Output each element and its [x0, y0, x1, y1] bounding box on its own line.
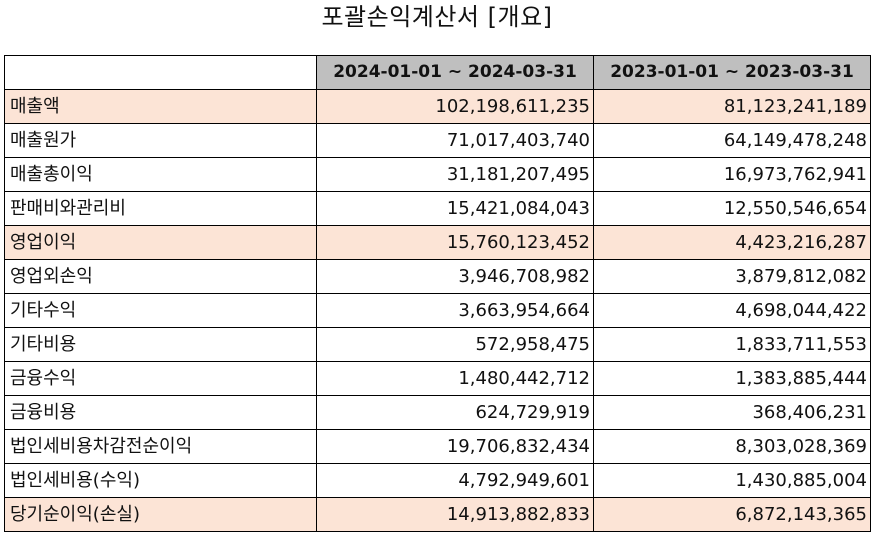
row-label: 매출총이익	[4, 157, 317, 192]
row-label: 기타비용	[4, 327, 317, 362]
table-row: 법인세비용(수익) 4,792,949,601 1,430,885,004	[4, 463, 871, 498]
table-row: 영업이익 15,760,123,452 4,423,216,287	[4, 225, 871, 260]
row-label: 금융수익	[4, 361, 317, 396]
current-period-value: 102,198,611,235	[316, 89, 594, 124]
previous-period-value: 4,698,044,422	[593, 293, 871, 328]
table-row: 기타수익 3,663,954,664 4,698,044,422	[4, 293, 871, 328]
previous-period-value: 81,123,241,189	[593, 89, 871, 124]
header-label-cell	[4, 55, 317, 90]
current-period-value: 14,913,882,833	[316, 497, 594, 532]
previous-period-value: 3,879,812,082	[593, 259, 871, 294]
previous-period-value: 64,149,478,248	[593, 123, 871, 158]
current-period-value: 71,017,403,740	[316, 123, 594, 158]
previous-period-value: 8,303,028,369	[593, 429, 871, 464]
table-row: 매출총이익 31,181,207,495 16,973,762,941	[4, 157, 871, 192]
current-period-value: 1,480,442,712	[316, 361, 594, 396]
current-period-value: 3,946,708,982	[316, 259, 594, 294]
previous-period-value: 6,872,143,365	[593, 497, 871, 532]
table-body: 매출액 102,198,611,235 81,123,241,189 매출원가 71,0…	[4, 89, 871, 532]
previous-period-value: 1,833,711,553	[593, 327, 871, 362]
income-statement-table: 2024-01-01 ~ 2024-03-31 2023-01-01 ~ 202…	[4, 55, 871, 532]
current-period-value: 31,181,207,495	[316, 157, 594, 192]
row-label: 기타수익	[4, 293, 317, 328]
table-row: 금융비용 624,729,919 368,406,231	[4, 395, 871, 430]
current-period-value: 572,958,475	[316, 327, 594, 362]
previous-period-value: 12,550,546,654	[593, 191, 871, 226]
current-period-value: 15,421,084,043	[316, 191, 594, 226]
current-period-value: 4,792,949,601	[316, 463, 594, 498]
table-row: 금융수익 1,480,442,712 1,383,885,444	[4, 361, 871, 396]
previous-period-value: 16,973,762,941	[593, 157, 871, 192]
row-label: 법인세비용(수익)	[4, 463, 317, 498]
current-period-value: 3,663,954,664	[316, 293, 594, 328]
row-label: 법인세비용차감전순이익	[4, 429, 317, 464]
table-row: 영업외손익 3,946,708,982 3,879,812,082	[4, 259, 871, 294]
previous-period-value: 1,383,885,444	[593, 361, 871, 396]
current-period-value: 624,729,919	[316, 395, 594, 430]
table-row: 매출원가 71,017,403,740 64,149,478,248	[4, 123, 871, 158]
table-row: 판매비와관리비 15,421,084,043 12,550,546,654	[4, 191, 871, 226]
row-label: 매출원가	[4, 123, 317, 158]
previous-period-value: 4,423,216,287	[593, 225, 871, 260]
row-label: 금융비용	[4, 395, 317, 430]
row-label: 영업이익	[4, 225, 317, 260]
header-current-period: 2024-01-01 ~ 2024-03-31	[316, 55, 594, 90]
page-title: 포괄손익계산서 [개요]	[321, 3, 553, 31]
current-period-value: 19,706,832,434	[316, 429, 594, 464]
row-label: 당기순이익(손실)	[4, 497, 317, 532]
table-row: 당기순이익(손실) 14,913,882,833 6,872,143,365	[4, 497, 871, 532]
table-row: 매출액 102,198,611,235 81,123,241,189	[4, 89, 871, 124]
current-period-value: 15,760,123,452	[316, 225, 594, 260]
header-row: 2024-01-01 ~ 2024-03-31 2023-01-01 ~ 202…	[4, 55, 871, 90]
header-previous-period: 2023-01-01 ~ 2023-03-31	[593, 55, 871, 90]
row-label: 판매비와관리비	[4, 191, 317, 226]
table-row: 기타비용 572,958,475 1,833,711,553	[4, 327, 871, 362]
previous-period-value: 368,406,231	[593, 395, 871, 430]
table-row: 법인세비용차감전순이익 19,706,832,434 8,303,028,369	[4, 429, 871, 464]
row-label: 영업외손익	[4, 259, 317, 294]
row-label: 매출액	[4, 89, 317, 124]
previous-period-value: 1,430,885,004	[593, 463, 871, 498]
